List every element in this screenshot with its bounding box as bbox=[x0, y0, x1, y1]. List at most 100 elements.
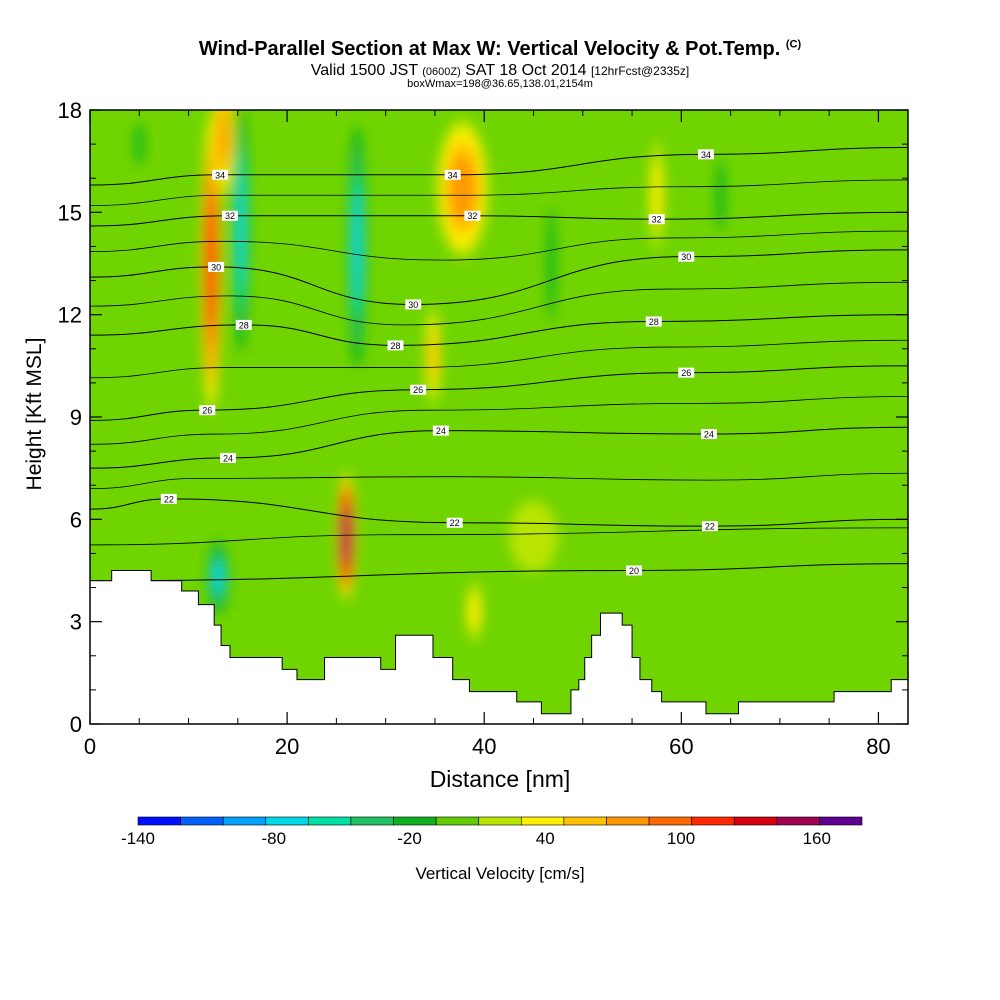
colorbar-swatch bbox=[180, 816, 224, 826]
y-tick-label: 12 bbox=[58, 303, 82, 328]
colorbar-swatch bbox=[776, 816, 820, 826]
isentrope-label-bg bbox=[626, 565, 643, 576]
colorbar-swatch bbox=[265, 816, 309, 826]
chart-subtitle: Valid 1500 JST (0600Z) SAT 18 Oct 2014 [… bbox=[0, 62, 1000, 80]
x-axis: 0 20 40 60 80 bbox=[84, 110, 891, 759]
y-tick-label: 15 bbox=[58, 200, 82, 225]
isentrope-34 bbox=[90, 147, 908, 186]
colorbar-swatch bbox=[563, 816, 607, 826]
colorbar-swatch bbox=[393, 816, 437, 826]
x-tick-label: 80 bbox=[866, 734, 890, 759]
colorbar-tick-label: 100 bbox=[667, 829, 695, 848]
colorbar-swatch bbox=[435, 816, 480, 826]
isentrope-24 bbox=[90, 426, 908, 469]
w-contour-7 bbox=[428, 329, 438, 382]
isentrope-label: 20 bbox=[629, 566, 639, 576]
isentrope-label: 34 bbox=[448, 170, 458, 180]
isentrope-label-bg bbox=[235, 319, 252, 330]
x-tick-label: 20 bbox=[275, 734, 299, 759]
isentrope-minor bbox=[90, 527, 908, 546]
isentrope-label-bg bbox=[208, 261, 225, 272]
isentrope-label: 24 bbox=[436, 426, 446, 436]
isentrope-label-bg bbox=[405, 299, 422, 310]
isentrope-label-bg bbox=[678, 367, 695, 378]
isentrope-label: 30 bbox=[211, 262, 221, 272]
x-tick-label: 40 bbox=[472, 734, 496, 759]
w-contour-12 bbox=[716, 159, 725, 231]
colorbar-swatch bbox=[648, 816, 692, 826]
isentrope-label-bg bbox=[446, 517, 463, 528]
colorbar-tick-label: -20 bbox=[397, 829, 422, 848]
isentrope-label: 22 bbox=[705, 522, 715, 532]
isentrope-label-bg bbox=[160, 493, 177, 504]
isentrope-label: 28 bbox=[239, 320, 249, 330]
w-contour-10 bbox=[135, 122, 144, 166]
isentrope-label-bg bbox=[212, 169, 229, 180]
isentrope-label: 34 bbox=[215, 170, 225, 180]
isentrope-minor bbox=[90, 339, 908, 379]
isentrope-label: 22 bbox=[450, 518, 460, 528]
w-contour-8 bbox=[469, 595, 479, 628]
isentrope-label-bg bbox=[219, 452, 236, 463]
y-tick-label: 18 bbox=[58, 98, 82, 123]
y-tick-label: 6 bbox=[70, 507, 82, 532]
isentrope-label-bg bbox=[221, 210, 238, 221]
y-tick-label: 9 bbox=[70, 405, 82, 430]
terrain-mask bbox=[90, 570, 908, 724]
colorbar-swatch bbox=[520, 816, 565, 826]
isentrope-label-bg bbox=[432, 425, 449, 436]
valid-date: SAT 18 Oct 2014 bbox=[465, 62, 587, 79]
w-contour-9 bbox=[652, 166, 661, 224]
vertical-velocity-field bbox=[135, 110, 725, 642]
isentrope-label-bg bbox=[464, 210, 481, 221]
isentrope-label-bg bbox=[444, 169, 461, 180]
isentrope-label: 32 bbox=[652, 215, 662, 225]
colorbar-tick-label: -80 bbox=[261, 829, 286, 848]
w-contour-2 bbox=[237, 172, 245, 287]
forecast-info: [12hrFcst@2335z] bbox=[590, 64, 690, 78]
colorbar-tick-label: 160 bbox=[803, 829, 831, 848]
valid-time: Valid 1500 JST bbox=[310, 62, 418, 79]
isentrope-label-bg bbox=[697, 149, 714, 160]
isentrope-label: 24 bbox=[704, 430, 714, 440]
isentrope-label: 26 bbox=[202, 406, 212, 416]
isentrope-label: 32 bbox=[467, 211, 477, 221]
x-tick-label: 0 bbox=[84, 734, 96, 759]
x-tick-label: 60 bbox=[669, 734, 693, 759]
isentrope-minor bbox=[90, 230, 908, 261]
isentrope-minor bbox=[90, 472, 908, 490]
isentrope-label: 28 bbox=[391, 341, 401, 351]
isentrope-label-bg bbox=[645, 316, 662, 327]
colorbar-swatch bbox=[733, 816, 778, 826]
isentrope-label-bg bbox=[678, 251, 695, 262]
isentrope-label: 22 bbox=[164, 494, 174, 504]
w-contour-11 bbox=[547, 206, 555, 321]
isentrope-label: 34 bbox=[701, 150, 711, 160]
isentrope-label: 32 bbox=[225, 211, 235, 221]
w-contour-4 bbox=[342, 507, 351, 565]
colorbar-swatch bbox=[308, 816, 352, 826]
isentrope-label-bg bbox=[701, 521, 718, 532]
isentrope-28 bbox=[90, 314, 908, 346]
chart-subtitle-box: boxWmax=198@36.65,138.01,2154m bbox=[407, 78, 593, 90]
colorbar-swatch bbox=[350, 816, 394, 826]
w-contour-1 bbox=[217, 110, 229, 166]
isentrope-label-bg bbox=[199, 405, 216, 416]
isentrope-label-bg bbox=[387, 340, 404, 351]
colorbar-swatch bbox=[137, 816, 181, 826]
isentrope-lines bbox=[90, 147, 908, 582]
colorbar-swatch bbox=[819, 816, 863, 826]
colorbar-swatch bbox=[691, 816, 735, 826]
x-axis-label: Distance [nm] bbox=[429, 766, 571, 792]
isentrope-minor bbox=[90, 179, 908, 206]
colorbar-tick-label: -140 bbox=[121, 829, 155, 848]
isentrope-label: 30 bbox=[681, 252, 691, 262]
colorbar-swatch bbox=[222, 816, 267, 826]
zulu-time: (0600Z) bbox=[422, 66, 461, 78]
isentrope-label: 26 bbox=[681, 368, 691, 378]
colorbar: -140 -80 -20 40 100 160 bbox=[121, 816, 863, 848]
colorbar-label: Vertical Velocity [cm/s] bbox=[415, 864, 585, 883]
isentrope-label-bg bbox=[410, 384, 427, 395]
isentrope-label: 30 bbox=[408, 300, 418, 310]
